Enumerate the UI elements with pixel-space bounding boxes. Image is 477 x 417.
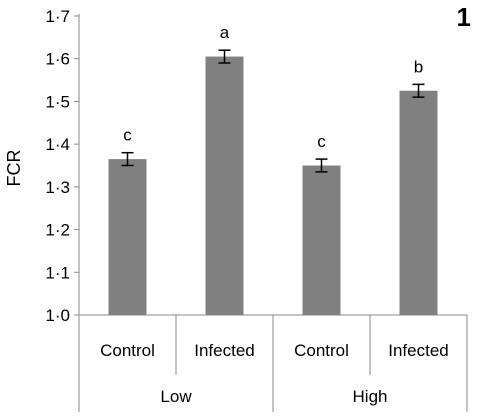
significance-letter: a [220, 23, 230, 42]
y-tick-label: 1·5 [45, 92, 70, 111]
y-tick-label: 1·7 [45, 7, 70, 26]
y-tick-label: 1·2 [45, 221, 70, 240]
y-tick-label: 1·4 [45, 135, 70, 154]
significance-letter: c [317, 132, 326, 151]
x-category-label: Control [100, 341, 155, 360]
panel-label: 1 [456, 2, 471, 32]
y-tick-label: 1·3 [45, 178, 70, 197]
x-category-label: Infected [388, 341, 449, 360]
bar [399, 90, 438, 315]
y-tick-label: 1·6 [45, 50, 70, 69]
bar [302, 165, 341, 315]
bar [108, 159, 147, 315]
bar [205, 56, 244, 315]
y-axis-label: FCR [4, 150, 24, 187]
labels-group: 1·0 1·1 1·2 1·3 1·4 1·5 1·6 1·7 c Control a Infecte… [45, 7, 448, 406]
y-tick-label: 1·0 [45, 306, 70, 325]
significance-letter: b [414, 57, 423, 76]
y-tick-label: 1·1 [45, 263, 70, 282]
x-category-label: Control [294, 341, 349, 360]
significance-letter: c [123, 126, 132, 145]
x-group-label: High [353, 387, 388, 406]
bars-group [108, 49, 438, 315]
x-group-label: Low [160, 387, 192, 406]
x-category-label: Infected [194, 341, 255, 360]
